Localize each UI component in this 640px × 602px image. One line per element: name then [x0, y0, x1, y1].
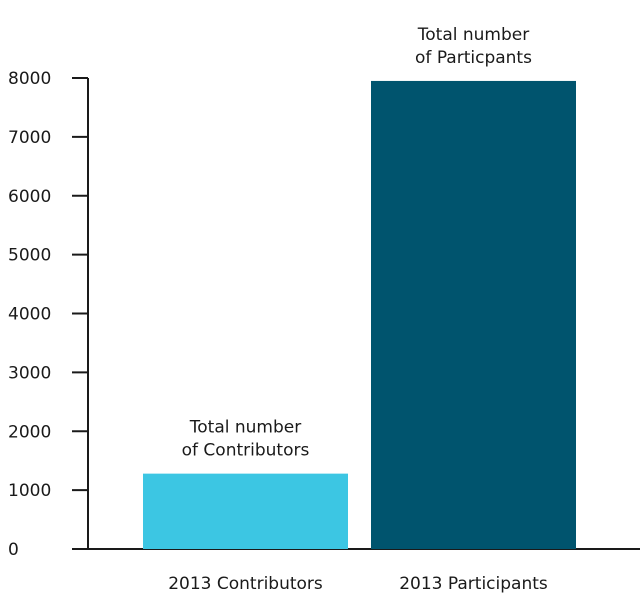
bar-annotation-line: of Particpants — [415, 48, 532, 68]
y-tick-label-8000: 8000 — [8, 69, 51, 89]
bar-annotation-line: of Contributors — [182, 441, 310, 461]
y-tick-label-6000: 6000 — [8, 187, 51, 207]
bar-annotation-line: Total number — [417, 25, 529, 45]
category-labels: 2013 Contributors 2013 Participants — [168, 574, 548, 594]
bar-annotation-line: Total number — [189, 418, 301, 438]
y-axis: 0 1000 2000 3000 4000 5000 6000 7000 8000 — [8, 69, 640, 560]
annotations: Total number of Contributors Total number o… — [182, 25, 532, 461]
y-tick-label-2000: 2000 — [8, 422, 51, 442]
y-tick-label-4000: 4000 — [8, 305, 51, 325]
bars — [143, 80, 576, 549]
x-category-label: 2013 Contributors — [168, 574, 323, 594]
bar-contributors — [143, 473, 348, 549]
y-tick-label-0: 0 — [8, 540, 19, 560]
y-tick-label-7000: 7000 — [8, 128, 51, 148]
y-tick-label-5000: 5000 — [8, 246, 51, 266]
bar-participants — [371, 80, 576, 549]
y-tick-label-3000: 3000 — [8, 363, 51, 383]
x-category-label: 2013 Participants — [399, 574, 548, 594]
y-tick-label-1000: 1000 — [8, 481, 51, 501]
